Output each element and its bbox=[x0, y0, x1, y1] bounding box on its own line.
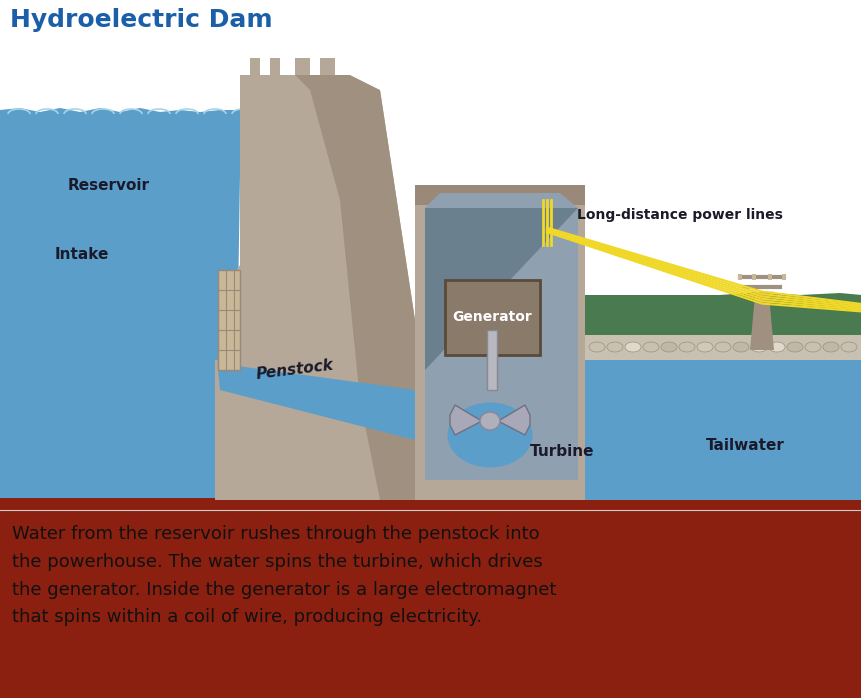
Bar bbox=[781, 274, 785, 280]
Ellipse shape bbox=[697, 342, 712, 352]
Polygon shape bbox=[0, 490, 861, 698]
Ellipse shape bbox=[480, 412, 499, 430]
Text: Reservoir: Reservoir bbox=[68, 177, 150, 193]
Ellipse shape bbox=[588, 342, 604, 352]
Ellipse shape bbox=[768, 342, 784, 352]
Bar bbox=[414, 185, 585, 205]
Polygon shape bbox=[585, 292, 861, 335]
Text: Turbine: Turbine bbox=[530, 445, 594, 459]
Polygon shape bbox=[414, 185, 599, 500]
Polygon shape bbox=[449, 405, 480, 435]
Polygon shape bbox=[0, 498, 235, 500]
Ellipse shape bbox=[660, 342, 676, 352]
Polygon shape bbox=[0, 108, 245, 500]
Text: Tailwater: Tailwater bbox=[705, 438, 784, 452]
Text: Water from the reservoir rushes through the penstock into
the powerhouse. The wa: Water from the reservoir rushes through … bbox=[12, 525, 555, 626]
Ellipse shape bbox=[714, 342, 730, 352]
Ellipse shape bbox=[678, 342, 694, 352]
Text: Generator: Generator bbox=[452, 310, 531, 324]
Ellipse shape bbox=[840, 342, 856, 352]
FancyBboxPatch shape bbox=[444, 280, 539, 355]
Bar bbox=[486, 330, 497, 390]
Bar bbox=[751, 274, 755, 280]
Polygon shape bbox=[214, 58, 414, 500]
Ellipse shape bbox=[804, 342, 820, 352]
Ellipse shape bbox=[822, 342, 838, 352]
Bar bbox=[218, 270, 239, 370]
Polygon shape bbox=[294, 75, 414, 500]
Ellipse shape bbox=[642, 342, 659, 352]
Ellipse shape bbox=[750, 342, 766, 352]
Polygon shape bbox=[585, 335, 861, 360]
Text: Penstock: Penstock bbox=[255, 358, 334, 383]
Polygon shape bbox=[424, 193, 578, 480]
Polygon shape bbox=[218, 280, 468, 448]
Ellipse shape bbox=[786, 342, 802, 352]
Polygon shape bbox=[499, 405, 530, 435]
Polygon shape bbox=[749, 295, 773, 350]
Text: Intake: Intake bbox=[55, 248, 109, 262]
Ellipse shape bbox=[732, 342, 748, 352]
Polygon shape bbox=[585, 358, 861, 500]
Ellipse shape bbox=[447, 403, 532, 468]
Ellipse shape bbox=[606, 342, 623, 352]
Text: Hydroelectric Dam: Hydroelectric Dam bbox=[10, 8, 272, 32]
Polygon shape bbox=[424, 208, 578, 370]
Ellipse shape bbox=[624, 342, 641, 352]
Bar bbox=[767, 274, 771, 280]
Bar bbox=[737, 274, 741, 280]
Text: Long-distance power lines: Long-distance power lines bbox=[576, 208, 782, 222]
Bar bbox=[0, 0, 861, 500]
